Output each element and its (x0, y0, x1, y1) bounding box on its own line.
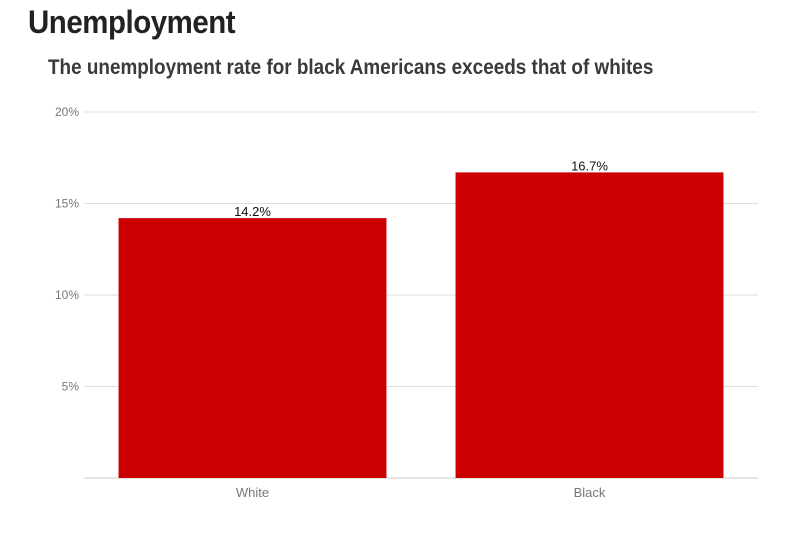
chart-title: Unemployment (28, 4, 236, 40)
chart-subtitle: The unemployment rate for black American… (48, 56, 654, 79)
bar-white (118, 218, 387, 478)
y-tick-label: 5% (62, 380, 80, 394)
y-tick-label: 20% (55, 105, 79, 119)
x-tick-label: Black (574, 485, 606, 500)
x-tick-label: White (236, 485, 269, 500)
y-tick-label: 15% (55, 197, 79, 211)
data-label: 16.7% (571, 158, 608, 173)
data-label: 14.2% (234, 204, 271, 219)
y-tick-label: 10% (55, 288, 79, 302)
bar-black (455, 172, 724, 478)
